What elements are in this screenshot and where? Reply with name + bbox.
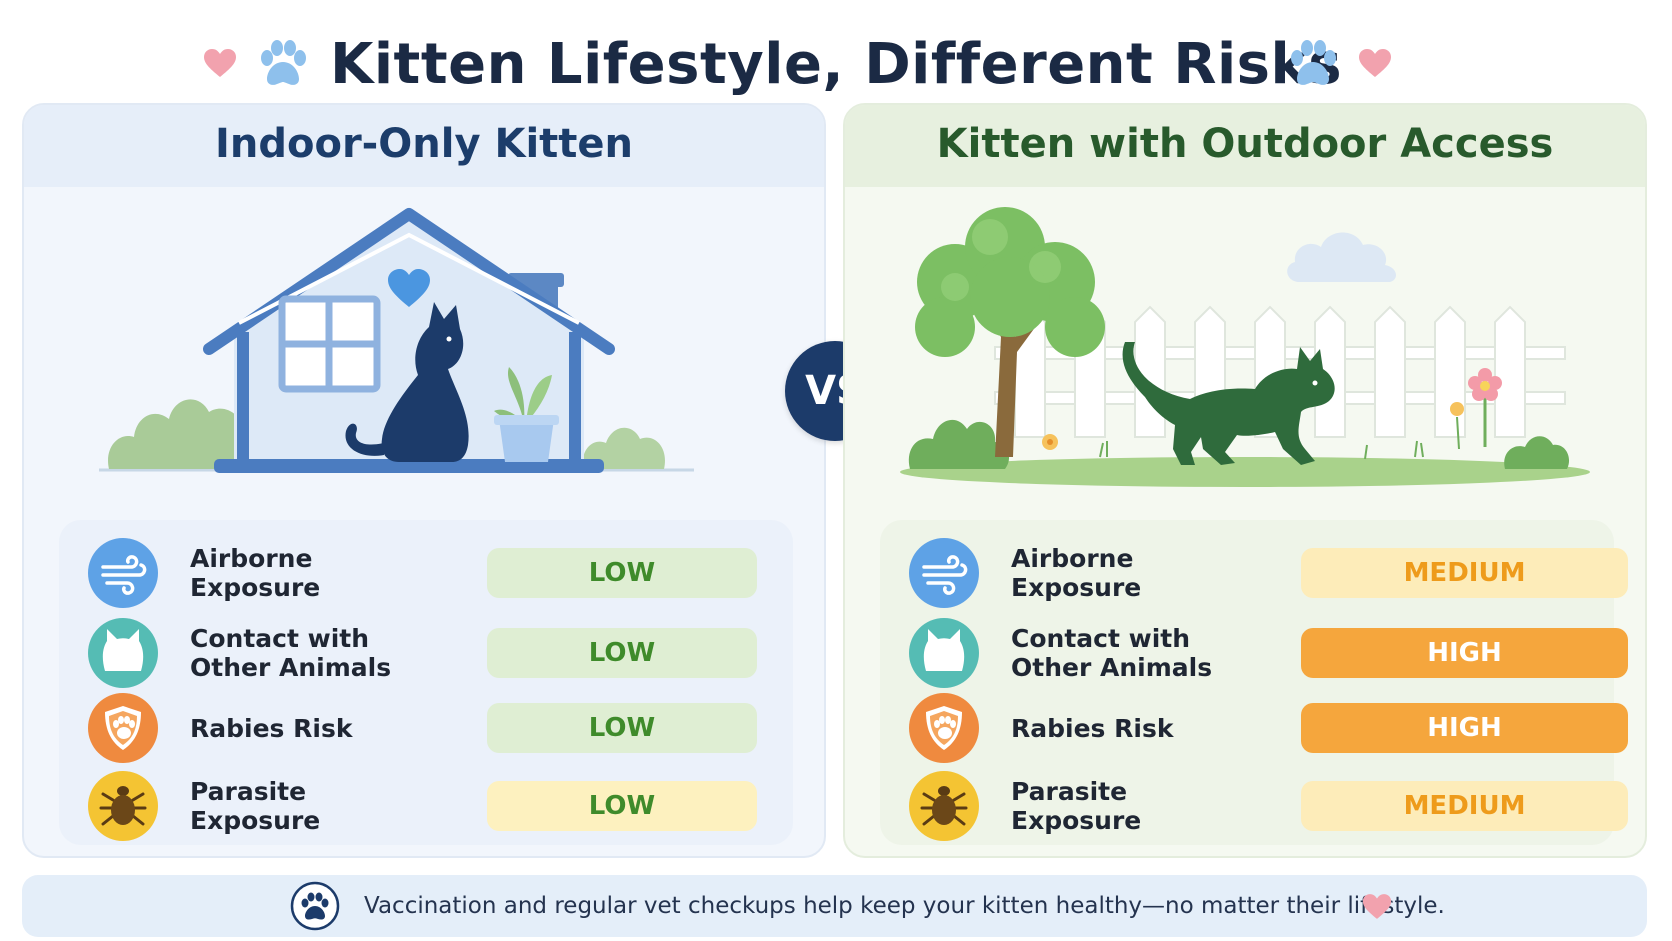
wind-icon bbox=[88, 538, 158, 608]
paw-icon bbox=[290, 881, 340, 931]
outdoor-panel-header: Kitten with Outdoor Access bbox=[845, 105, 1645, 187]
header: Kitten Lifestyle, Different Risks bbox=[0, 10, 1672, 105]
wind-icon bbox=[909, 538, 979, 608]
risk-label: Airborne Exposure bbox=[190, 544, 321, 602]
outdoor-risk-list: Airborne Exposure MEDIUM Contact with Ot… bbox=[880, 520, 1628, 845]
risk-row-airborne: Airborne Exposure MEDIUM bbox=[880, 537, 1628, 609]
paw-icon bbox=[1291, 40, 1336, 85]
cat-face-icon bbox=[909, 618, 979, 688]
risk-label: Rabies Risk bbox=[190, 713, 353, 743]
indoor-panel-header: Indoor-Only Kitten bbox=[24, 105, 824, 187]
shield-paw-icon bbox=[88, 693, 158, 763]
cat-silhouette-icon bbox=[1122, 342, 1335, 465]
footer-banner: Vaccination and regular vet checkups hel… bbox=[22, 875, 1647, 937]
indoor-house-illustration bbox=[99, 208, 694, 473]
risk-row-contact: Contact with Other Animals HIGH bbox=[880, 617, 1628, 689]
heart-icon bbox=[1359, 49, 1391, 77]
tick-bug-icon bbox=[88, 771, 158, 841]
bush-icon bbox=[108, 399, 260, 469]
risk-level-badge: LOW bbox=[487, 703, 757, 753]
heart-icon bbox=[1362, 894, 1392, 919]
paw-icon bbox=[261, 40, 306, 85]
cloud-icon bbox=[1287, 232, 1397, 282]
risk-level-badge: HIGH bbox=[1301, 628, 1628, 678]
tree-icon bbox=[915, 207, 1105, 457]
flower-icon bbox=[1450, 368, 1502, 450]
risk-label: Airborne Exposure bbox=[1011, 544, 1142, 602]
risk-level-badge: MEDIUM bbox=[1301, 548, 1628, 598]
cat-face-icon bbox=[88, 618, 158, 688]
risk-level-badge: LOW bbox=[487, 628, 757, 678]
risk-level-badge: LOW bbox=[487, 548, 757, 598]
indoor-panel: Indoor-Only Kitten bbox=[22, 103, 826, 858]
risk-row-airborne: Airborne Exposure LOW bbox=[59, 537, 793, 609]
cat-silhouette-icon bbox=[345, 302, 469, 462]
risk-label: Contact with Other Animals bbox=[1011, 624, 1213, 682]
risk-label: Parasite Exposure bbox=[1011, 777, 1142, 835]
risk-label: Rabies Risk bbox=[1011, 713, 1174, 743]
risk-label: Parasite Exposure bbox=[190, 777, 321, 835]
footer-message: Vaccination and regular vet checkups hel… bbox=[364, 893, 1445, 919]
risk-row-parasite: Parasite Exposure MEDIUM bbox=[880, 770, 1628, 842]
risk-level-badge: HIGH bbox=[1301, 703, 1628, 753]
heart-icon bbox=[204, 49, 236, 77]
risk-row-rabies: Rabies Risk HIGH bbox=[880, 692, 1628, 764]
indoor-panel-title: Indoor-Only Kitten bbox=[214, 121, 634, 167]
page-title: Kitten Lifestyle, Different Risks bbox=[329, 32, 1343, 97]
risk-row-rabies: Rabies Risk LOW bbox=[59, 692, 793, 764]
outdoor-garden-illustration bbox=[900, 207, 1590, 487]
indoor-risk-list: Airborne Exposure LOW Contact with Other… bbox=[59, 520, 793, 845]
risk-level-badge: LOW bbox=[487, 781, 757, 831]
risk-label: Contact with Other Animals bbox=[190, 624, 392, 682]
outdoor-panel-title: Kitten with Outdoor Access bbox=[936, 121, 1554, 167]
risk-row-contact: Contact with Other Animals LOW bbox=[59, 617, 793, 689]
risk-row-parasite: Parasite Exposure LOW bbox=[59, 770, 793, 842]
tick-bug-icon bbox=[909, 771, 979, 841]
outdoor-panel: Kitten with Outdoor Access bbox=[843, 103, 1647, 858]
risk-level-badge: MEDIUM bbox=[1301, 781, 1628, 831]
shield-paw-icon bbox=[909, 693, 979, 763]
